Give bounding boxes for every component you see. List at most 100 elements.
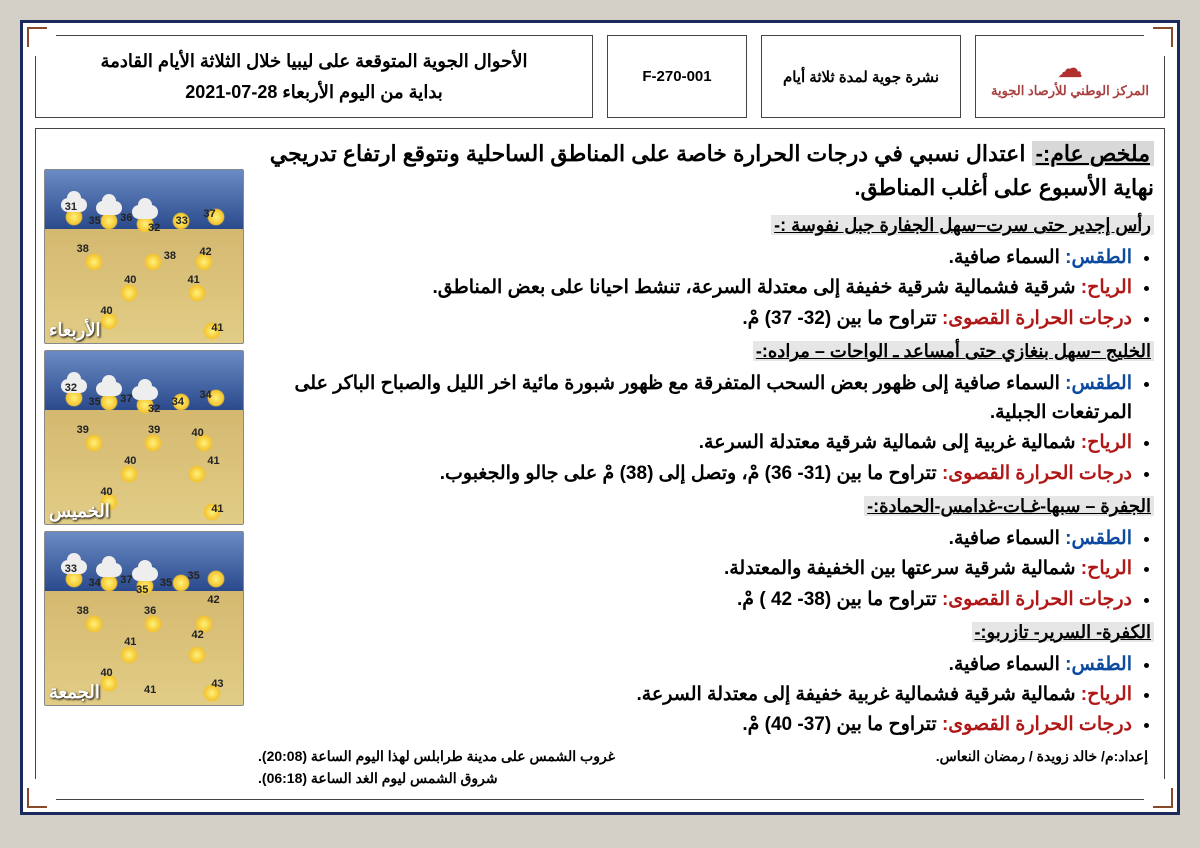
temp-value: 34 <box>89 577 101 589</box>
weather-value: السماء صافية إلى ظهور بعض السحب المتفرقة… <box>294 373 1132 423</box>
cloud-icon <box>132 386 158 400</box>
sun-icon <box>85 615 103 633</box>
weather-label: الطقس: <box>1060 654 1132 675</box>
temp-value: 41 <box>144 684 156 696</box>
weather-value: السماء صافية. <box>949 654 1060 675</box>
temp-value: 42 <box>199 246 211 258</box>
temp-value: تتراوح ما بين (31- 36) مْ، وتصل إلى (38)… <box>440 463 937 484</box>
temp-value: 39 <box>148 424 160 436</box>
temp-value: 37 <box>120 574 132 586</box>
region-name: رأس إجدير حتى سرت–سهل الجفارة جبل نفوسة … <box>771 215 1154 235</box>
temp-value: 39 <box>77 424 89 436</box>
temp-value: 43 <box>211 678 223 690</box>
summary-text: اعتدال نسبي في درجات الحرارة خاصة على ال… <box>270 141 1154 200</box>
temp-value: 32 <box>65 382 77 394</box>
region-block: الجفرة – سبها-غـات-غدامس-الحمادة:- الطقس:… <box>252 492 1154 614</box>
cloud-logo-icon: ☁ <box>1057 55 1083 81</box>
doc-type-box: نشرة جوية لمدة ثلاثة أيام <box>761 35 961 118</box>
temp-value: 33 <box>176 215 188 227</box>
sunset-text: غروب الشمس على مدينة طرابلس لهذا اليوم ا… <box>258 746 615 768</box>
temp-value: 38 <box>77 243 89 255</box>
cloud-icon <box>132 205 158 219</box>
temp-value: 35 <box>188 570 200 582</box>
temp-value: 37 <box>120 393 132 405</box>
cloud-icon <box>96 382 122 396</box>
body-row: ملخص عام:- اعتدال نسبي في درجات الحرارة … <box>35 128 1165 800</box>
sun-icon <box>188 465 206 483</box>
temp-value: 35 <box>89 396 101 408</box>
sun-icon <box>120 465 138 483</box>
temp-value: 35 <box>160 577 172 589</box>
temp-value: 42 <box>192 629 204 641</box>
temp-value: تتراوح ما بين (38- 42 ) مْ. <box>737 589 937 610</box>
summary-label: ملخص عام:- <box>1032 141 1154 166</box>
region-name: الجفرة – سبها-غـات-غدامس-الحمادة:- <box>864 496 1154 516</box>
temp-value: 41 <box>188 274 200 286</box>
bullet-weather: الطقس: السماء صافية. <box>252 650 1132 679</box>
temp-label: درجات الحرارة القصوى: <box>937 463 1132 484</box>
map-day-label: الجمعة <box>49 682 100 703</box>
temp-value: تتراوح ما بين (32- 37) مْ. <box>742 308 936 329</box>
bullet-weather: الطقس: السماء صافية. <box>252 243 1132 272</box>
wind-label: الرياح: <box>1076 558 1133 579</box>
sun-icon <box>144 615 162 633</box>
temp-value: 41 <box>211 322 223 334</box>
bullet-weather: الطقس: السماء صافية. <box>252 524 1132 553</box>
corner-decoration <box>20 20 56 56</box>
title-line1: الأحوال الجوية المتوقعة على ليبيا خلال ا… <box>101 46 528 77</box>
sun-icon <box>207 570 225 588</box>
temp-value: 40 <box>124 455 136 467</box>
temp-label: درجات الحرارة القصوى: <box>937 589 1132 610</box>
bullet-temp: درجات الحرارة القصوى: تتراوح ما بين (32-… <box>252 304 1132 333</box>
sun-icon <box>144 434 162 452</box>
temp-value: 41 <box>211 503 223 515</box>
regions-container: رأس إجدير حتى سرت–سهل الجفارة جبل نفوسة … <box>252 211 1154 739</box>
temp-value: 41 <box>124 636 136 648</box>
forecast-text-column: ملخص عام:- اعتدال نسبي في درجات الحرارة … <box>252 137 1154 789</box>
author-credit: إعداد:م/ خالد زويدة / رمضان النعاس. <box>936 746 1148 789</box>
cloud-icon <box>132 567 158 581</box>
temp-value: تتراوح ما بين (37- 40) مْ. <box>742 714 936 735</box>
title-line2: بداية من اليوم الأربعاء 28-07-2021 <box>185 77 443 108</box>
bullet-wind: الرياح: شمالية شرقية سرعتها بين الخفيفة … <box>252 554 1132 583</box>
temp-label: درجات الحرارة القصوى: <box>937 308 1132 329</box>
bullet-temp: درجات الحرارة القصوى: تتراوح ما بين (31-… <box>252 459 1132 488</box>
region-name: الكفرة- السرير- تازربو:- <box>972 622 1154 642</box>
temp-value: 37 <box>203 208 215 220</box>
temp-value: 40 <box>192 427 204 439</box>
weather-label: الطقس: <box>1060 373 1132 394</box>
region-block: الخليج –سهل بنغازي حتى أمساعد ـ الواحات … <box>252 337 1154 488</box>
temp-value: 31 <box>65 201 77 213</box>
doc-type-text: نشرة جوية لمدة ثلاثة أيام <box>783 68 939 86</box>
doc-code-box: F-270-001 <box>607 35 747 118</box>
temp-value: 34 <box>172 396 184 408</box>
temp-value: 41 <box>207 455 219 467</box>
sunrise-text: شروق الشمس ليوم الغد الساعة (06:18). <box>258 768 615 790</box>
weather-label: الطقس: <box>1060 528 1132 549</box>
weather-bulletin-page: ☁ المركز الوطني للأرصاد الجوية نشرة جوية… <box>20 20 1180 815</box>
temp-value: 42 <box>207 594 219 606</box>
weather-value: السماء صافية. <box>949 247 1060 268</box>
region-name: الخليج –سهل بنغازي حتى أمساعد ـ الواحات … <box>753 341 1154 361</box>
org-logo-box: ☁ المركز الوطني للأرصاد الجوية <box>975 35 1165 118</box>
weather-label: الطقس: <box>1060 247 1132 268</box>
corner-decoration <box>1144 20 1180 56</box>
bullet-temp: درجات الحرارة القصوى: تتراوح ما بين (37-… <box>252 710 1132 739</box>
sun-icon <box>120 284 138 302</box>
temp-value: 34 <box>199 389 211 401</box>
weather-value: السماء صافية. <box>949 528 1060 549</box>
wind-label: الرياح: <box>1076 432 1133 453</box>
sun-times: غروب الشمس على مدينة طرابلس لهذا اليوم ا… <box>258 746 615 789</box>
temp-value: 40 <box>124 274 136 286</box>
temp-value: 40 <box>100 486 112 498</box>
region-bullets: الطقس: السماء صافية.الرياح: شمالية شرقية… <box>252 524 1132 614</box>
temp-label: درجات الحرارة القصوى: <box>937 714 1132 735</box>
bullet-wind: الرياح: شرقية فشمالية شرقية خفيفة إلى مع… <box>252 273 1132 302</box>
temp-value: 32 <box>148 403 160 415</box>
title-box: الأحوال الجوية المتوقعة على ليبيا خلال ا… <box>35 35 593 118</box>
sun-icon <box>188 646 206 664</box>
wind-value: شمالية شرقية فشمالية غربية خفيفة إلى معت… <box>636 684 1075 705</box>
bullet-wind: الرياح: شمالية غربية إلى شمالية شرقية مع… <box>252 428 1132 457</box>
summary-block: ملخص عام:- اعتدال نسبي في درجات الحرارة … <box>252 137 1154 205</box>
forecast-map: 3334373535353836424142404143الجمعة <box>44 531 244 706</box>
